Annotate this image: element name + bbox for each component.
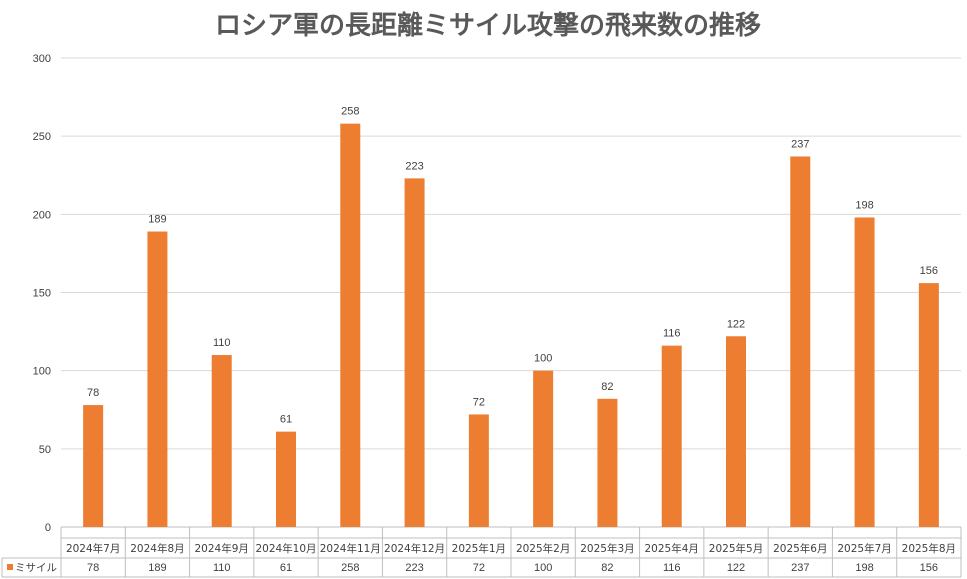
table-value: 258 xyxy=(341,562,359,574)
bar xyxy=(276,431,296,527)
legend-series-name: ミサイル xyxy=(15,562,57,574)
table-value: 223 xyxy=(405,562,423,574)
table-value: 122 xyxy=(727,562,745,574)
table-value: 116 xyxy=(663,562,681,574)
x-tick-label: 2025年2月 xyxy=(516,542,570,555)
y-tick-label: 200 xyxy=(33,209,51,221)
data-label: 122 xyxy=(727,318,745,330)
x-tick-label: 2024年12月 xyxy=(384,542,445,555)
data-label: 258 xyxy=(341,106,359,118)
x-tick-label: 2024年11月 xyxy=(320,542,381,555)
y-tick-label: 300 xyxy=(33,53,51,65)
bar xyxy=(726,336,746,527)
bar xyxy=(83,405,104,527)
y-axis-ticks: 0 50 100 150 200 250 300 xyxy=(33,53,51,534)
bar xyxy=(340,123,361,527)
data-label: 116 xyxy=(663,328,681,340)
bar xyxy=(468,414,489,527)
bar xyxy=(533,370,554,527)
data-label: 78 xyxy=(87,387,99,399)
data-label: 110 xyxy=(213,337,231,349)
data-label: 61 xyxy=(280,414,292,426)
x-tick-label: 2025年1月 xyxy=(452,542,506,555)
x-tick-label: 2024年10月 xyxy=(255,542,316,555)
bar xyxy=(661,345,682,527)
table-value: 82 xyxy=(601,562,613,574)
x-tick-label: 2024年9月 xyxy=(195,542,249,555)
y-tick-label: 100 xyxy=(33,366,51,378)
data-label: 100 xyxy=(534,353,552,365)
chart-title: ロシア軍の長距離ミサイル攻撃の飛来数の推移 xyxy=(215,10,761,41)
bar xyxy=(147,231,168,527)
bar xyxy=(854,217,875,527)
y-tick-label: 150 xyxy=(33,288,51,300)
x-tick-label: 2025年3月 xyxy=(580,542,634,555)
bar xyxy=(918,283,939,527)
gridlines xyxy=(61,57,961,528)
data-label: 189 xyxy=(148,214,166,226)
table-value: 156 xyxy=(920,562,938,574)
table-value: 189 xyxy=(148,562,166,574)
bar xyxy=(211,355,232,527)
table-value: 100 xyxy=(534,562,552,574)
x-tick-label: 2025年4月 xyxy=(645,542,699,555)
x-tick-label: 2024年7月 xyxy=(66,542,120,555)
table-value: 72 xyxy=(473,562,485,574)
data-label: 198 xyxy=(855,199,873,211)
y-tick-label: 250 xyxy=(33,131,51,143)
data-labels: 78 189 110 61 258 223 72 100 82 116 122 237 198 156 xyxy=(87,106,938,426)
table-value: 237 xyxy=(791,562,809,574)
data-label: 156 xyxy=(920,265,938,277)
data-label: 223 xyxy=(405,160,423,172)
bars xyxy=(83,123,939,528)
data-label: 237 xyxy=(791,138,809,150)
bar xyxy=(404,178,425,528)
x-tick-label: 2025年7月 xyxy=(837,542,891,555)
legend-swatch xyxy=(7,564,13,570)
table-value: 78 xyxy=(87,562,99,574)
bar xyxy=(790,156,811,528)
table-value: 110 xyxy=(213,562,231,574)
data-label: 82 xyxy=(601,381,613,393)
x-tick-label: 2024年8月 xyxy=(130,542,184,555)
x-tick-label: 2025年6月 xyxy=(773,542,827,555)
data-table: 2024年7月 78 2024年8月 189 2024年9月 110 2024年10月 61 2… xyxy=(1,527,962,578)
table-value: 198 xyxy=(855,562,873,574)
data-label: 72 xyxy=(473,396,485,408)
y-tick-label: 50 xyxy=(39,444,51,456)
bar xyxy=(597,398,618,527)
x-tick-label: 2025年8月 xyxy=(902,542,956,555)
y-tick-label: 0 xyxy=(45,522,51,534)
table-value: 61 xyxy=(280,562,292,574)
x-tick-label: 2025年5月 xyxy=(709,542,763,555)
